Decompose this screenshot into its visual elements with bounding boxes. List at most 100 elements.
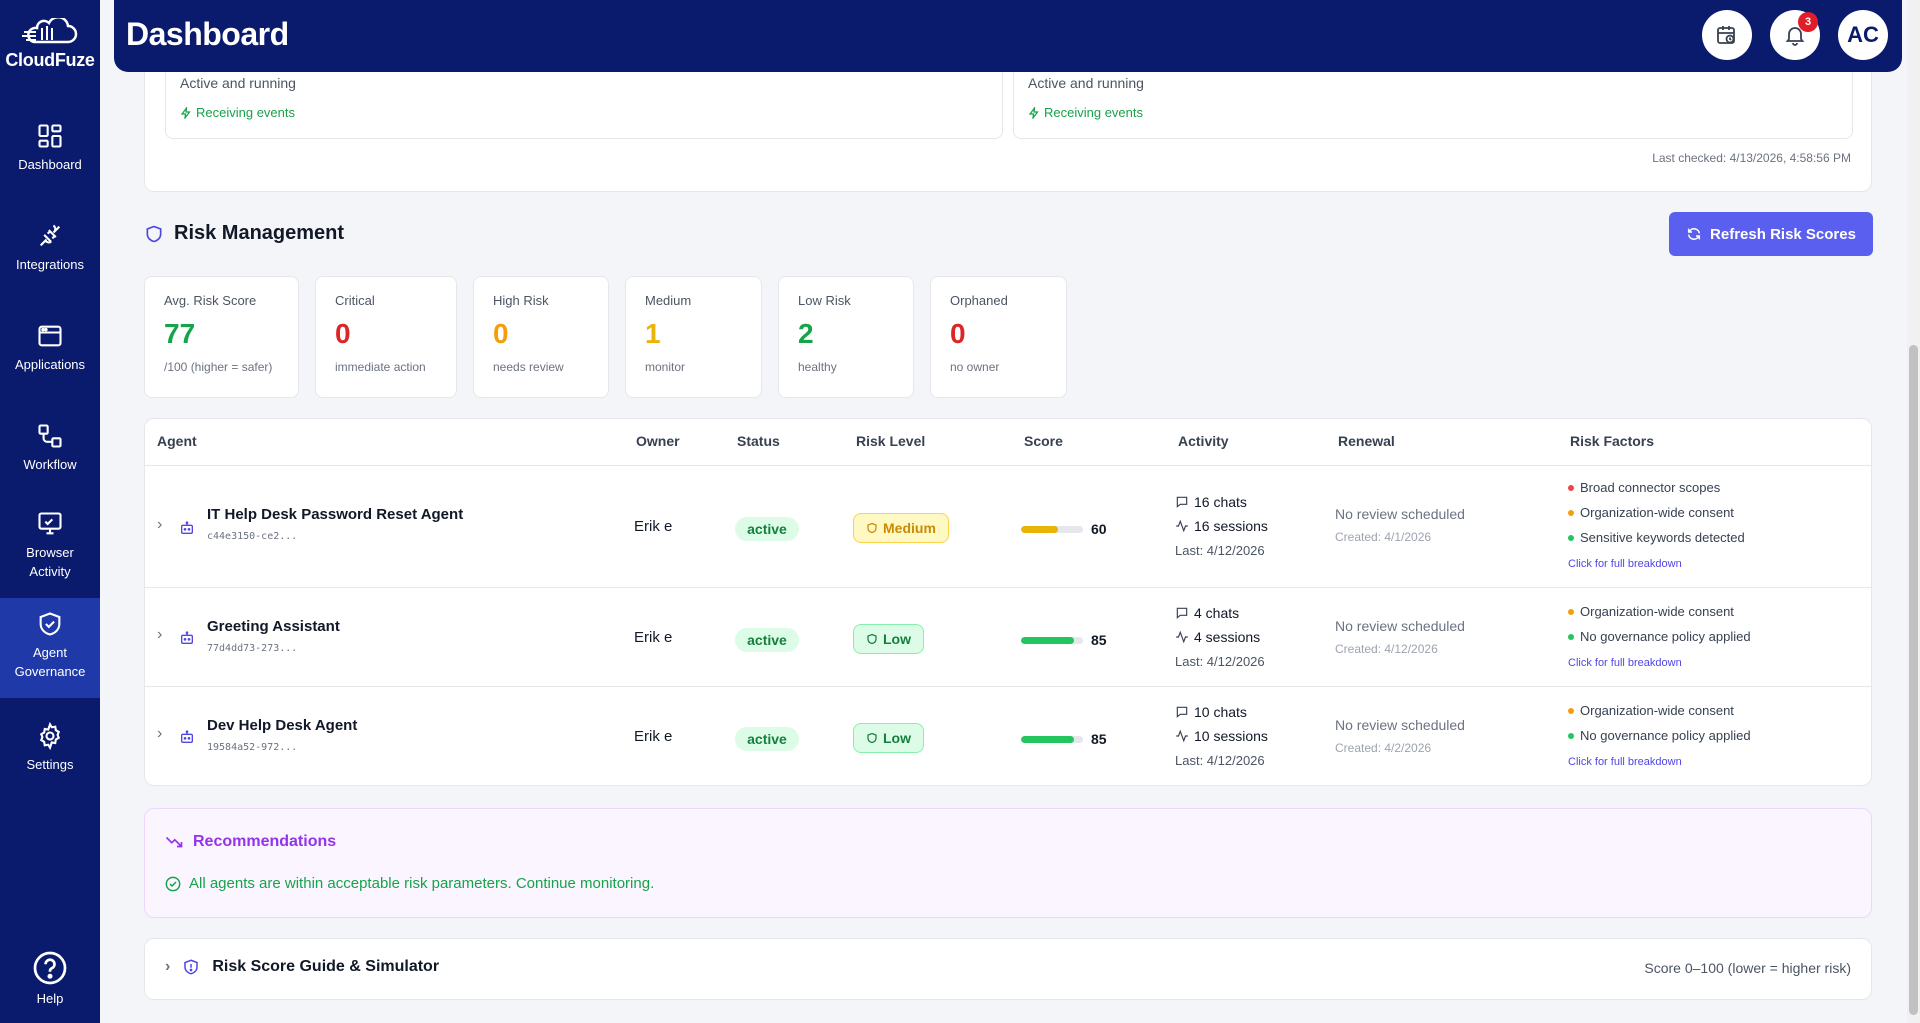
risk-factor: Organization-wide consent — [1568, 505, 1734, 520]
column-header-renewal[interactable]: Renewal — [1338, 433, 1395, 449]
sidebar: CloudFuze Dashboard Integrations Applica… — [0, 0, 100, 1023]
column-header-agent[interactable]: Agent — [157, 433, 197, 449]
stat-card-high-risk: High Risk 0 needs review — [473, 276, 609, 398]
sidebar-item-help[interactable]: Help — [0, 950, 100, 1009]
integration-status-text: Active and running — [1028, 75, 1144, 91]
stat-value: 77 — [164, 318, 196, 349]
table-row[interactable]: › IT Help Desk Password Reset Agent c44e… — [145, 466, 1871, 588]
risk-factor-text: Organization-wide consent — [1580, 505, 1734, 520]
expand-row-button[interactable]: › — [157, 626, 163, 643]
sidebar-item-browser-activity[interactable]: Browser Activity — [0, 510, 100, 582]
sidebar-item-label: Governance — [14, 663, 86, 679]
risk-factor: Organization-wide consent — [1568, 604, 1734, 619]
integration-events: Receiving events — [1028, 105, 1143, 120]
activity-icon — [180, 106, 191, 119]
risk-factor: Organization-wide consent — [1568, 703, 1734, 718]
stat-label: Critical — [335, 293, 375, 308]
column-header-activity[interactable]: Activity — [1178, 433, 1229, 449]
stat-sub: healthy — [798, 360, 837, 374]
agent-id: 19584a52-972... — [207, 742, 298, 753]
sidebar-item-agent-governance[interactable]: Agent Governance — [0, 598, 100, 698]
table-row[interactable]: › Dev Help Desk Agent 19584a52-972... Er… — [145, 687, 1871, 785]
integration-events-text: Receiving events — [196, 105, 295, 120]
expand-row-button[interactable]: › — [157, 725, 163, 742]
stat-sub: /100 (higher = safer) — [164, 360, 273, 374]
sidebar-item-integrations[interactable]: Integrations — [0, 222, 100, 275]
activity-sessions-text: 4 sessions — [1194, 629, 1261, 645]
activity-sessions-text: 10 sessions — [1194, 728, 1268, 744]
column-header-risk-level[interactable]: Risk Level — [856, 433, 926, 449]
sidebar-item-settings[interactable]: Settings — [0, 722, 100, 775]
sidebar-item-dashboard[interactable]: Dashboard — [0, 122, 100, 175]
risk-factor-text: Sensitive keywords detected — [1580, 530, 1745, 545]
activity-chats-text: 10 chats — [1194, 704, 1247, 720]
schedule-button[interactable] — [1702, 10, 1752, 60]
agent-owner: Erik e — [634, 728, 673, 745]
sidebar-item-workflow[interactable]: Workflow — [0, 422, 100, 475]
workflow-icon — [38, 424, 62, 448]
sidebar-item-label: Applications — [14, 357, 86, 372]
sidebar-item-applications[interactable]: Applications — [0, 322, 100, 375]
pulse-icon — [1176, 519, 1188, 533]
risk-level-text: Low — [883, 730, 911, 746]
stat-value: 1 — [645, 318, 661, 349]
trending-down-icon — [165, 836, 183, 848]
risk-factor-dot — [1568, 633, 1574, 640]
risk-level-badge: Medium — [853, 513, 949, 543]
gear-icon — [39, 722, 61, 750]
risk-factor-text: No governance policy applied — [1580, 728, 1751, 743]
stat-value: 0 — [950, 318, 966, 349]
full-breakdown-link[interactable]: Click for full breakdown — [1568, 558, 1682, 570]
column-header-risk-factors[interactable]: Risk Factors — [1570, 433, 1655, 449]
bot-icon — [181, 730, 193, 743]
agents-table: Agent Owner Status Risk Level Score Acti… — [144, 418, 1872, 786]
stat-card-low-risk: Low Risk 2 healthy — [778, 276, 914, 398]
status-badge: active — [735, 628, 799, 652]
page-scrollbar-thumb[interactable] — [1909, 345, 1918, 1015]
risk-score-guide-toggle[interactable]: › Risk Score Guide & Simulator — [165, 958, 439, 976]
agent-name[interactable]: Greeting Assistant — [207, 618, 340, 635]
column-header-score[interactable]: Score — [1024, 433, 1063, 449]
stat-sub: no owner — [950, 360, 1000, 374]
page-title: Dashboard — [126, 16, 289, 52]
sidebar-item-label: Browser — [26, 545, 74, 560]
activity-chats: 4 chats — [1175, 605, 1239, 621]
stat-value: 2 — [798, 318, 814, 349]
score-range-note: Score 0–100 (lower = higher risk) — [1644, 960, 1851, 976]
refresh-risk-scores-button[interactable]: Refresh Risk Scores — [1669, 212, 1873, 256]
risk-score-guide-card[interactable]: › Risk Score Guide & Simulator Score 0–1… — [144, 938, 1872, 1000]
agent-name[interactable]: Dev Help Desk Agent — [207, 717, 358, 734]
expand-row-button[interactable]: › — [157, 516, 163, 533]
user-avatar[interactable]: AC — [1838, 10, 1888, 60]
recommendations-card: Recommendations All agents are within ac… — [144, 808, 1872, 918]
risk-factor-dot — [1568, 509, 1574, 516]
check-circle-icon — [165, 876, 181, 891]
risk-factor: Broad connector scopes — [1568, 480, 1720, 495]
full-breakdown-link[interactable]: Click for full breakdown — [1568, 756, 1682, 768]
activity-chats: 10 chats — [1175, 704, 1247, 720]
notifications-button[interactable]: 3 — [1770, 10, 1820, 60]
column-header-status[interactable]: Status — [737, 433, 780, 449]
activity-sessions: 10 sessions — [1175, 728, 1268, 744]
stat-label: Medium — [645, 293, 692, 308]
column-header-owner[interactable]: Owner — [636, 433, 680, 449]
stat-label: Low Risk — [798, 293, 851, 308]
chat-icon — [1176, 706, 1188, 718]
renewal-created: Created: 4/12/2026 — [1335, 642, 1438, 656]
full-breakdown-link[interactable]: Click for full breakdown — [1568, 657, 1682, 669]
renewal-created: Created: 4/1/2026 — [1335, 530, 1432, 544]
activity-chats: 16 chats — [1175, 494, 1247, 510]
agent-name[interactable]: IT Help Desk Password Reset Agent — [207, 506, 464, 523]
brand-name: CloudFuze — [5, 50, 95, 70]
score-bar-fill — [1021, 637, 1074, 644]
stat-card-avg-risk: Avg. Risk Score 77 /100 (higher = safer) — [144, 276, 299, 398]
table-row[interactable]: › Greeting Assistant 77d4dd73-273... Eri… — [145, 588, 1871, 687]
cloudfuze-logo-icon — [22, 18, 78, 44]
brand-logo[interactable]: CloudFuze — [0, 18, 100, 71]
stat-card-medium: Medium 1 monitor — [625, 276, 762, 398]
plug-icon — [39, 224, 61, 247]
recommendation-message-text: All agents are within acceptable risk pa… — [189, 875, 655, 892]
risk-management-title: Risk Management — [144, 222, 344, 245]
risk-factor: No governance policy applied — [1568, 629, 1751, 644]
risk-factor-text: Broad connector scopes — [1580, 480, 1721, 495]
